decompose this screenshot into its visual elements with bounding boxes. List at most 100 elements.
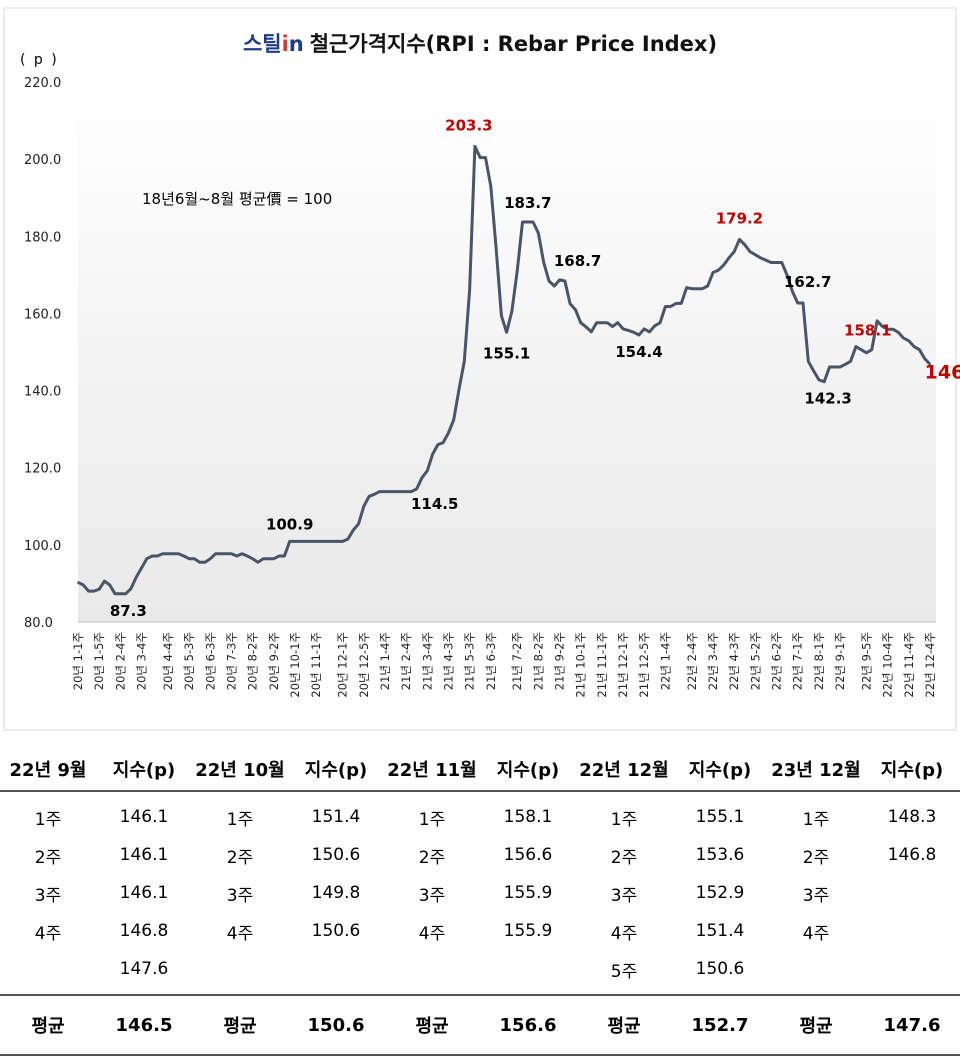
data-point — [188, 557, 190, 560]
header-month: 22년 10월 — [192, 748, 288, 792]
data-point — [463, 360, 466, 363]
value-cell: 150.6 — [288, 912, 384, 950]
data-point — [288, 540, 291, 543]
value-cell — [864, 912, 960, 950]
data-point — [230, 552, 233, 555]
data-point — [278, 555, 280, 557]
x-tick-label: 20년 3-4주 — [135, 632, 149, 690]
data-point — [770, 261, 773, 264]
value-cell: 151.4 — [288, 798, 384, 836]
x-tick-label: 22년 12-4주 — [923, 632, 937, 698]
data-point — [923, 357, 926, 360]
data-point — [807, 360, 810, 363]
data-point — [553, 285, 556, 287]
data-point — [283, 555, 286, 557]
data-point — [897, 331, 900, 334]
value-cell: 155.9 — [480, 912, 576, 950]
data-point — [860, 348, 863, 351]
data-point — [579, 321, 582, 324]
data-point — [108, 584, 111, 586]
data-point — [548, 280, 550, 282]
data-point — [606, 321, 608, 324]
data-point — [881, 325, 884, 328]
x-tick-label: 20년 4-4주 — [161, 632, 175, 690]
header-month: 22년 12월 — [576, 748, 672, 792]
data-point — [431, 453, 434, 456]
data-point — [442, 441, 444, 444]
data-label: 155.1 — [483, 344, 530, 362]
data-point — [489, 185, 492, 187]
data-point — [500, 314, 503, 317]
data-point — [130, 588, 132, 590]
data-point — [569, 302, 571, 305]
data-point — [516, 270, 519, 272]
data-point — [458, 388, 460, 391]
data-point — [654, 324, 656, 327]
table-row: 4주 146.8 4주 150.6 4주 155.9 4주 151.4 4주 — [0, 912, 960, 950]
x-tick-label: 20년 12-1주 — [336, 632, 350, 698]
average-row: 평균 146.5 평균 150.6 평균 156.6 평균 152.7 평균 1… — [0, 994, 960, 1056]
table-gap-row — [0, 988, 960, 995]
data-point — [680, 302, 683, 305]
data-point — [161, 552, 164, 555]
data-point — [532, 221, 534, 223]
week-cell — [192, 950, 288, 988]
gap-cell — [0, 791, 960, 798]
data-point — [865, 351, 868, 354]
data-point — [754, 254, 757, 256]
data-point — [336, 540, 339, 543]
data-label: 168.7 — [554, 252, 601, 270]
data-point — [156, 555, 159, 557]
data-point — [151, 555, 153, 557]
data-point — [902, 337, 905, 339]
data-point — [389, 490, 392, 493]
week-cell: 4주 — [0, 912, 96, 950]
value-cell: 150.6 — [672, 950, 768, 988]
data-point — [786, 274, 788, 277]
value-cell — [288, 950, 384, 988]
y-tick-label: 120.0 — [24, 462, 61, 477]
week-cell: 2주 — [768, 836, 864, 874]
x-tick-label: 20년 7-3주 — [224, 632, 238, 690]
data-point — [468, 289, 471, 292]
average-label: 평균 — [384, 994, 480, 1056]
y-tick-label: 100.0 — [24, 539, 61, 554]
x-tick-label: 20년 1-5주 — [92, 632, 106, 690]
data-point — [209, 557, 212, 560]
data-point — [701, 287, 704, 290]
data-point — [98, 588, 100, 591]
data-point — [273, 557, 275, 560]
y-unit-label: ( p ) — [20, 52, 59, 68]
chart-frame — [3, 7, 957, 731]
data-point — [220, 552, 222, 555]
x-tick-label: 20년 1-1주 — [71, 632, 85, 690]
data-point — [537, 232, 540, 234]
data-point — [870, 348, 873, 351]
data-point — [828, 366, 831, 368]
x-tick-label: 21년 12-1주 — [616, 632, 630, 698]
value-cell: 146.1 — [96, 874, 192, 912]
data-point — [447, 432, 450, 434]
y-tick-label: 220.0 — [24, 76, 61, 91]
table-gap-row — [0, 791, 960, 798]
data-point — [304, 540, 307, 543]
line-chart: 80.0 100.0 120.0 140.0 160.0 180.0 200.0 220.0 2… — [3, 7, 960, 731]
x-tick-label: 22년 9-1주 — [833, 632, 847, 690]
table-header-row: 22년 9월 지수(p) 22년 10월 지수(p) 22년 11월 지수(p)… — [0, 748, 960, 792]
data-point — [574, 308, 577, 311]
x-tick-label: 20년 6-3주 — [203, 632, 217, 690]
data-point — [294, 540, 296, 543]
value-cell: 152.9 — [672, 874, 768, 912]
value-cell — [864, 950, 960, 988]
data-point — [511, 310, 513, 312]
data-point — [728, 257, 730, 259]
chart-title: 스틸in 철근가격지수(RPI : Rebar Price Index) — [0, 28, 960, 58]
gap-cell — [0, 988, 960, 995]
data-point — [241, 552, 243, 555]
data-point — [384, 490, 386, 493]
data-point — [262, 557, 265, 560]
data-point — [685, 286, 688, 289]
data-point — [675, 302, 677, 305]
week-cell: 2주 — [576, 836, 672, 874]
data-point — [347, 538, 349, 540]
